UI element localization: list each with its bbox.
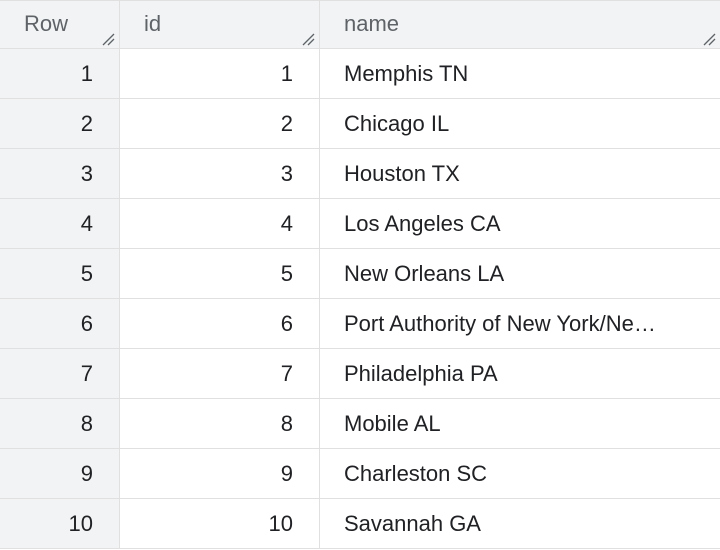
name-cell[interactable]: Los Angeles CA [320,199,720,248]
row-number-cell: 7 [0,349,120,398]
name-cell[interactable]: Houston TX [320,149,720,198]
row-number-cell: 6 [0,299,120,348]
resize-grip-icon[interactable] [101,32,115,46]
id-cell[interactable]: 9 [120,449,320,498]
column-header-row[interactable]: Row [0,1,120,48]
name-cell[interactable]: Port Authority of New York/Ne… [320,299,720,348]
table-row[interactable]: 4 4 Los Angeles CA [0,199,720,249]
table-row[interactable]: 3 3 Houston TX [0,149,720,199]
table-row[interactable]: 2 2 Chicago IL [0,99,720,149]
table-row[interactable]: 10 10 Savannah GA [0,499,720,549]
name-cell[interactable]: Memphis TN [320,49,720,98]
table-row[interactable]: 5 5 New Orleans LA [0,249,720,299]
column-header-label: name [344,11,400,36]
row-number-cell: 2 [0,99,120,148]
table-row[interactable]: 8 8 Mobile AL [0,399,720,449]
id-cell[interactable]: 2 [120,99,320,148]
name-cell[interactable]: Chicago IL [320,99,720,148]
column-header-id[interactable]: id [120,1,320,48]
row-number-cell: 3 [0,149,120,198]
row-number-cell: 9 [0,449,120,498]
name-cell-text: Chicago IL [344,110,450,136]
id-cell[interactable]: 6 [120,299,320,348]
name-cell-text: Savannah GA [344,510,481,536]
row-number-cell: 10 [0,499,120,548]
name-cell[interactable]: Charleston SC [320,449,720,498]
id-cell[interactable]: 4 [120,199,320,248]
name-cell-text: New Orleans LA [344,260,505,286]
row-number-cell: 1 [0,49,120,98]
name-cell-text: Houston TX [344,160,460,186]
name-cell[interactable]: Mobile AL [320,399,720,448]
column-header-label: Row [24,11,69,36]
name-cell-text: Memphis TN [344,60,469,86]
id-cell[interactable]: 1 [120,49,320,98]
resize-grip-icon[interactable] [702,32,716,46]
row-number-cell: 8 [0,399,120,448]
name-cell-text: Philadelphia PA [344,360,498,386]
name-cell[interactable]: Philadelphia PA [320,349,720,398]
name-cell-text: Los Angeles CA [344,210,501,236]
id-cell[interactable]: 10 [120,499,320,548]
table-row[interactable]: 6 6 Port Authority of New York/Ne… [0,299,720,349]
name-cell-text: Port Authority of New York/Ne… [344,310,656,336]
table-row[interactable]: 9 9 Charleston SC [0,449,720,499]
table-row[interactable]: 7 7 Philadelphia PA [0,349,720,399]
row-number-cell: 4 [0,199,120,248]
resize-grip-icon[interactable] [301,32,315,46]
table-header-row: Row id name [0,1,720,49]
name-cell[interactable]: New Orleans LA [320,249,720,298]
id-cell[interactable]: 8 [120,399,320,448]
table-row[interactable]: 1 1 Memphis TN [0,49,720,99]
row-number-cell: 5 [0,249,120,298]
column-header-label: id [144,11,162,36]
column-header-name[interactable]: name [320,1,720,48]
name-cell-text: Charleston SC [344,460,488,486]
name-cell[interactable]: Savannah GA [320,499,720,548]
name-cell-text: Mobile AL [344,410,441,436]
id-cell[interactable]: 7 [120,349,320,398]
id-cell[interactable]: 5 [120,249,320,298]
id-cell[interactable]: 3 [120,149,320,198]
